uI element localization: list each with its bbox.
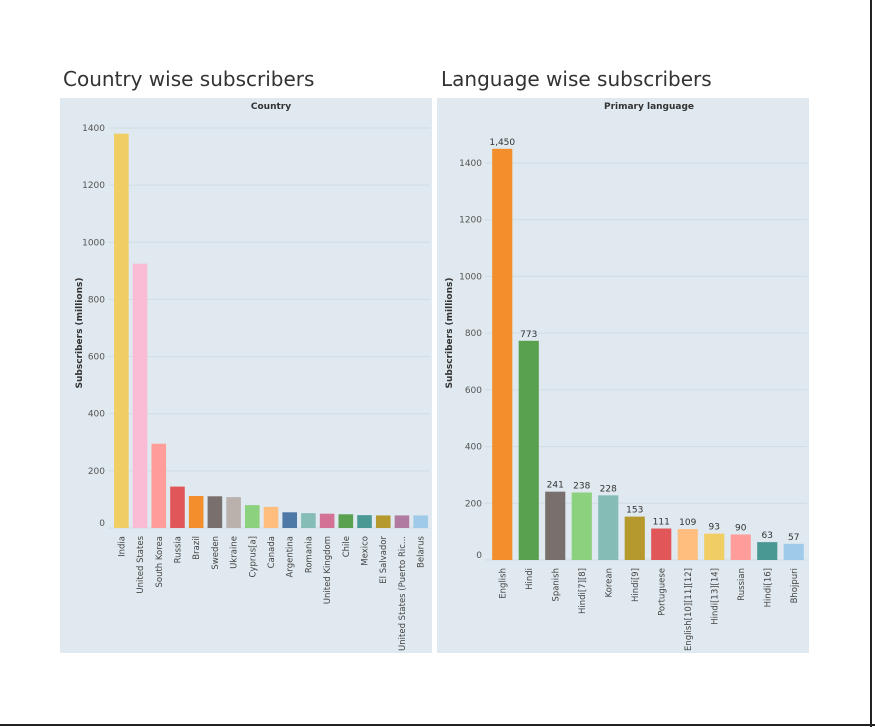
language-data-label-10: 63 [762, 531, 773, 541]
language-y-tick-0: 0 [476, 551, 482, 561]
country-bar-3 [170, 486, 185, 528]
language-bar-9 [730, 534, 751, 560]
language-bar-6 [651, 528, 672, 560]
language-bar-chart: 0 200 400 600 800 1000 1200 1400 English 1,450 Hin… [459, 138, 807, 651]
country-bar-0 [114, 133, 129, 528]
country-bar-11 [319, 513, 335, 528]
language-bar-11 [783, 543, 804, 560]
language-y-tick-1000: 1000 [459, 272, 482, 282]
country-axis-header: Country [250, 102, 292, 112]
language-x-tick-label-6: Portuguese [657, 568, 667, 616]
country-x-tick-label-10: Romania [304, 536, 314, 573]
language-data-label-0: 1,450 [489, 138, 515, 148]
country-bar-7 [244, 505, 260, 528]
language-x-tick-label-1: Hindi [525, 568, 535, 590]
country-bar-9 [282, 512, 298, 528]
country-x-tick-label-1: United States [136, 535, 146, 593]
language-y-tick-600: 600 [465, 386, 482, 396]
window-edge-bottom [0, 724, 875, 726]
country-y-tick-400: 400 [88, 410, 105, 420]
country-bar-12 [338, 514, 354, 528]
language-x-tick-label-11: Bhojpuri [790, 568, 800, 603]
language-axis-header: Primary language [603, 102, 695, 112]
country-y-tick-200: 200 [88, 467, 105, 477]
language-data-label-1: 773 [520, 330, 537, 340]
country-x-tick-label-2: South Korea [155, 536, 165, 588]
country-y-tick-800: 800 [88, 295, 105, 305]
language-data-label-6: 111 [653, 518, 670, 528]
language-data-label-8: 93 [709, 523, 720, 533]
language-y-tick-200: 200 [465, 499, 482, 509]
language-bar-8 [704, 533, 725, 560]
language-y-tick-1200: 1200 [459, 216, 482, 226]
country-bar-2 [151, 443, 167, 528]
language-y-tick-400: 400 [465, 443, 482, 453]
language-bar-10 [757, 542, 778, 560]
country-bar-15 [394, 515, 410, 528]
country-y-tick-600: 600 [88, 353, 105, 363]
country-x-tick-label-0: India [117, 536, 127, 557]
country-chart-heading: Country wise subscribers [63, 67, 315, 91]
language-y-tick-800: 800 [465, 329, 482, 339]
country-x-tick-label-4: Brazil [192, 536, 202, 560]
language-x-tick-label-7: English[10][11][12] [684, 568, 694, 651]
country-bar-chart: 0 200 400 600 800 1000 1200 1400 India United Sta… [82, 124, 430, 651]
country-bar-8 [263, 506, 279, 528]
country-bar-1 [132, 263, 148, 528]
country-x-tick-label-3: Russia [173, 536, 183, 563]
country-y-tick-0: 0 [99, 519, 105, 529]
country-bar-13 [357, 515, 372, 528]
country-bar-5 [207, 496, 223, 528]
country-x-tick-label-16: Belarus [417, 535, 427, 568]
country-y-tick-1400: 1400 [82, 124, 105, 134]
country-x-tick-label-6: Ukraine [230, 536, 240, 569]
language-bar-1 [518, 340, 539, 560]
language-x-tick-label-10: Hindi[16] [763, 568, 773, 607]
country-bar-16 [413, 515, 428, 528]
language-x-tick-label-2: Spanish [551, 568, 561, 602]
country-y-tick-1000: 1000 [82, 238, 105, 248]
language-bar-0 [492, 148, 513, 561]
language-x-tick-label-5: Hindi[9] [631, 568, 641, 602]
country-x-tick-label-13: Mexico [361, 536, 371, 566]
language-bar-3 [571, 492, 592, 560]
language-bar-7 [677, 529, 698, 560]
country-x-tick-label-11: United Kingdom [323, 536, 333, 604]
language-x-tick-label-9: Russian [737, 568, 747, 601]
language-x-tick-label-8: Hindi[13][14] [710, 568, 720, 625]
language-data-label-7: 109 [679, 518, 696, 528]
country-x-tick-label-15: United States (Puerto Ric... [398, 536, 408, 651]
language-bar-4 [598, 495, 619, 560]
language-x-tick-label-0: English [498, 568, 508, 599]
language-x-tick-label-3: Hindi[7][8] [578, 568, 588, 614]
language-data-label-4: 228 [600, 484, 617, 494]
country-bar-14 [375, 515, 391, 528]
country-x-tick-label-8: Canada [267, 536, 277, 568]
country-x-tick-label-9: Argentina [286, 536, 296, 577]
language-chart-panel: Primary language Subscribers (millions) … [437, 98, 809, 653]
language-y-tick-1400: 1400 [459, 159, 482, 169]
language-data-label-2: 241 [547, 481, 564, 491]
country-x-tick-label-5: Sweden [211, 536, 221, 570]
language-data-label-5: 153 [626, 506, 643, 516]
language-chart-heading: Language wise subscribers [441, 67, 712, 91]
country-bar-10 [301, 513, 316, 528]
country-x-tick-label-14: El Salvador [379, 535, 389, 583]
country-bar-6 [226, 497, 241, 528]
country-bar-4 [188, 496, 204, 528]
language-x-tick-label-4: Korean [604, 568, 614, 597]
country-chart-panel: Country Subscribers (millions) 0 200 400 60… [60, 98, 432, 653]
language-bar-5 [624, 516, 645, 560]
language-data-label-9: 90 [735, 523, 747, 533]
language-data-label-3: 238 [573, 482, 590, 492]
country-x-tick-label-12: Chile [342, 536, 352, 557]
country-y-tick-1200: 1200 [82, 181, 105, 191]
country-x-tick-label-7: Cyprus[a] [248, 536, 258, 578]
language-bar-2 [545, 491, 566, 560]
window-edge-right [870, 0, 872, 727]
language-data-label-11: 57 [788, 533, 799, 543]
